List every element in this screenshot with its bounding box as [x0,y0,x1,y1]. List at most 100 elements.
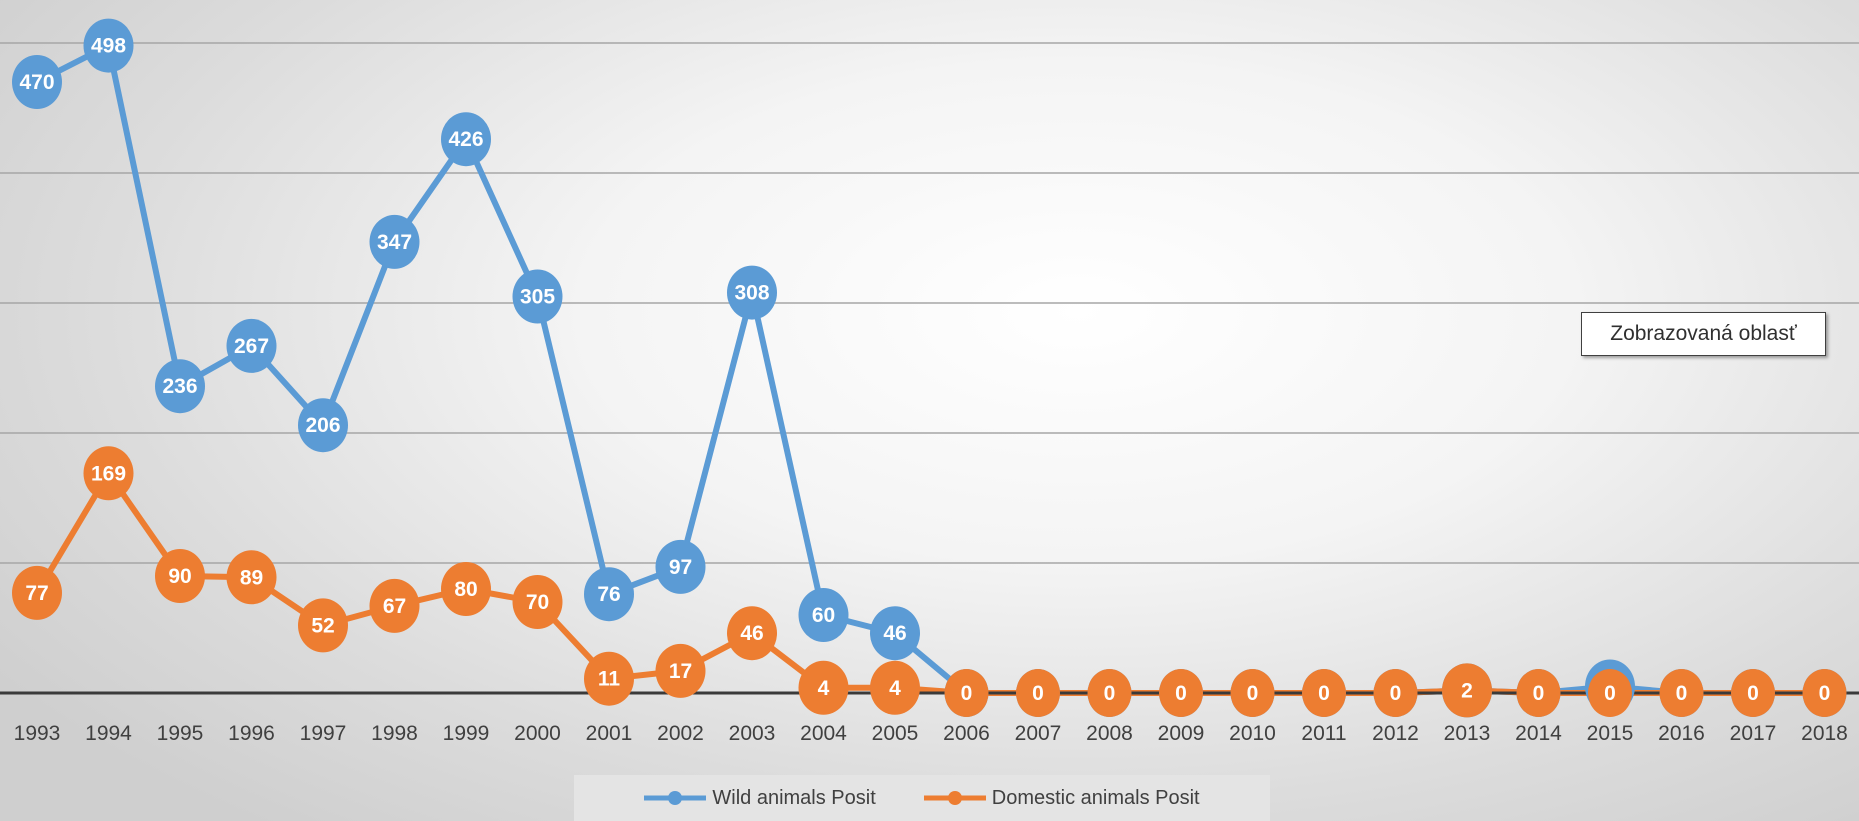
legend[interactable]: Wild animals Posit Domestic animals Posi… [574,775,1270,821]
data-point-1 [1442,663,1492,718]
x-tick-label: 2002 [657,722,704,745]
data-label-1: 0 [961,682,973,705]
data-label-1: 0 [1175,682,1187,705]
data-point-0 [12,55,62,109]
data-point-1 [12,565,62,620]
data-point-1 [1731,669,1775,717]
data-label-1: 0 [1104,682,1116,705]
data-label-1: 46 [740,622,763,645]
series-line-0 [35,42,1825,696]
x-tick-label: 1993 [14,722,61,745]
data-label-1: 0 [1676,682,1688,705]
data-label-0: 308 [734,282,769,305]
x-tick-label: 2011 [1301,722,1346,745]
x-tick-label: 1995 [157,722,204,745]
data-point-1 [441,562,491,616]
data-point-1 [155,549,205,603]
x-tick-label: 2001 [586,722,633,745]
data-label-0: 347 [377,231,412,254]
x-tick-label: 2017 [1730,722,1777,745]
data-point-0 [584,567,634,622]
data-point-1 [226,550,277,605]
data-point-0 [655,539,706,594]
x-tick-label: 2009 [1158,722,1205,745]
x-tick-label: 2006 [943,722,990,745]
legend-entry-wild[interactable]: Wild animals Posit [644,786,876,810]
data-label-0: 498 [91,35,126,58]
data-label-0: 470 [19,71,54,94]
data-point-1 [584,651,634,706]
data-label-1: 0 [1032,682,1044,705]
data-point-1 [1302,669,1346,717]
x-tick-label: 2004 [800,722,847,745]
data-label-0: 305 [520,286,555,309]
plot-area-tooltip: Zobrazovaná oblasť [1581,312,1826,356]
x-tick-label: 2018 [1801,722,1848,745]
data-point-1 [1516,669,1561,717]
data-point-1 [1802,669,1847,717]
x-tick-label: 2016 [1658,722,1705,745]
data-point-1 [369,578,420,633]
data-label-1: 0 [1604,682,1616,705]
data-label-0: 426 [448,128,483,151]
legend-label-wild: Wild animals Posit [712,786,876,809]
x-tick-label: 1994 [85,722,132,745]
data-point-1 [1659,669,1704,717]
legend-label-domestic: Domestic animals Posit [991,786,1200,809]
data-label-1: 67 [383,595,406,618]
data-point-1 [83,446,134,501]
x-tick-label: 2003 [729,722,776,745]
data-point-1 [798,660,849,715]
data-point-0 [441,112,491,167]
data-point-1 [298,598,348,653]
x-tick-label: 2007 [1015,722,1062,745]
data-label-1: 52 [311,614,334,637]
data-point-1 [1087,669,1132,717]
data-point-1 [512,575,563,629]
data-point-0 [870,606,920,661]
x-tick-label: 2014 [1515,722,1562,745]
data-label-1: 0 [1533,682,1545,705]
x-tick-label: 2005 [872,722,919,745]
data-point-1 [1016,669,1060,717]
legend-line-marker-domestic-icon [923,791,986,805]
data-label-1: 77 [25,582,48,605]
x-tick-label: 2012 [1372,722,1419,745]
data-point-1 [1588,669,1632,717]
data-point-0 [512,269,563,324]
data-label-1: 0 [1819,682,1831,705]
data-point-0 [369,214,420,269]
data-label-1: 80 [454,578,477,601]
data-label-1: 4 [889,677,901,700]
data-label-1: 169 [91,462,126,485]
data-label-0: 206 [305,414,340,437]
x-tick-label: 2013 [1444,722,1491,745]
data-label-0: 76 [597,583,620,606]
data-label-1: 90 [168,565,191,588]
x-tick-label: 2000 [514,722,561,745]
x-tick-label: 2010 [1229,722,1276,745]
data-label-0: 46 [883,622,906,645]
data-point-0 [727,265,777,320]
data-point-0 [798,588,849,642]
x-tick-label: 1998 [371,722,418,745]
data-label-1: 89 [240,566,263,589]
data-label-1: 11 [598,668,621,691]
data-label-0: 267 [234,335,269,358]
data-point-1 [870,660,920,715]
legend-entry-domestic[interactable]: Domestic animals Posit [923,786,1200,810]
data-label-1: 4 [818,677,830,700]
data-label-1: 0 [1318,682,1330,705]
data-point-0 [83,18,134,73]
x-tick-label: 2015 [1587,722,1634,745]
data-label-1: 0 [1247,682,1259,705]
data-label-1: 2 [1461,679,1473,702]
data-label-0: 97 [669,556,692,579]
x-tick-label: 1999 [443,722,490,745]
x-tick-label: 2008 [1086,722,1133,745]
x-tick-label: 1997 [300,722,347,745]
legend-line-marker-wild-icon [644,791,707,805]
data-point-0 [298,398,348,453]
